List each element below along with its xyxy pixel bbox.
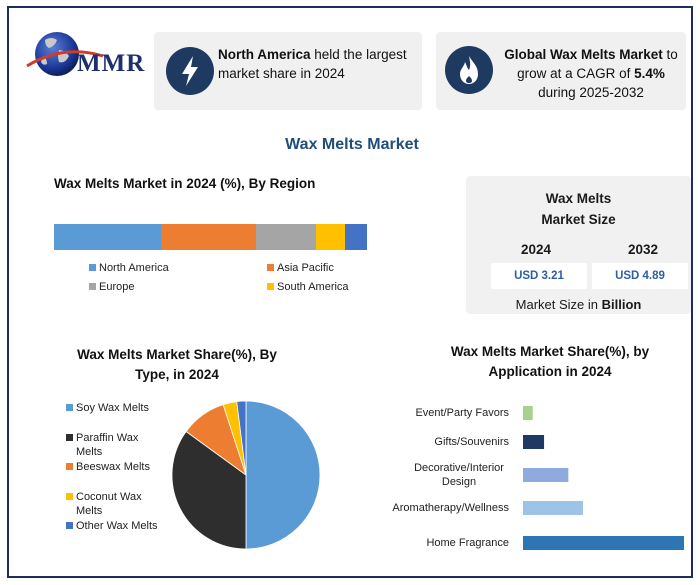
value-2032: USD 4.89 [592, 263, 688, 289]
region-legend-item: Europe [89, 280, 134, 294]
year-2032-label: 2032 [628, 242, 659, 257]
application-tick-label: Home Fragrance [426, 537, 509, 549]
card-cagr-rest: to grow at a CAGR of [517, 47, 678, 81]
region-swatch [89, 264, 96, 271]
main-title: Wax Melts Market [285, 136, 419, 153]
application-bar-home-fragrance [523, 536, 684, 550]
type-legend-item: Coconut Wax Melts [66, 490, 151, 518]
region-stacked-bar [54, 224, 367, 250]
highlight-card-cagr: Global Wax Melts Market to grow at a CAG… [436, 32, 686, 110]
application-chart-title: Wax Melts Market Share(%), by Applicatio… [450, 344, 650, 379]
pie-slice-soy-wax-melts [245, 400, 321, 550]
value-2024: USD 3.21 [491, 263, 587, 289]
type-legend-label: Soy Wax Melts [76, 402, 149, 414]
region-legend-label: Europe [99, 281, 135, 293]
type-legend-label: Other Wax Melts [76, 520, 158, 532]
year-2024-label: 2024 [521, 242, 552, 257]
region-legend-label: South America [277, 281, 349, 293]
region-bar-segment-asia-pacific [161, 224, 257, 250]
type-legend-item: Beeswax Melts [66, 460, 166, 474]
card-cagr-rate: 5.4% [634, 66, 665, 81]
region-chart-title: Wax Melts Market in 2024 (%), By Region [54, 176, 316, 191]
application-tick-label: Gifts/Souvenirs [434, 436, 509, 448]
market-size-title-line1: Wax Melts [545, 191, 612, 206]
region-legend-item: South America [267, 280, 349, 294]
card-cagr-bold: Global Wax Melts Market [504, 47, 663, 62]
region-swatch [267, 264, 274, 271]
region-legend-item: Asia Pacific [267, 261, 334, 275]
type-swatch [66, 522, 73, 529]
type-swatch [66, 463, 73, 470]
region-bar-segment-other [344, 224, 367, 250]
market-size-title: Wax Melts Market Size [466, 188, 691, 230]
region-bar-segment-south-america [316, 224, 345, 250]
card-region-text: North America held the largest market sh… [218, 45, 418, 83]
region-legend-item: North America [89, 261, 169, 275]
type-legend-label: Paraffin Wax Melts [76, 432, 139, 458]
region-bar-segment-north-america [54, 224, 162, 250]
logo-text: MMR [77, 50, 146, 77]
card-region-rest: held the largest market share in 2024 [218, 47, 407, 81]
card-cagr-period: during 2025-2032 [538, 85, 644, 100]
application-bar-gifts-souvenirs [523, 435, 545, 449]
application-bar-event-party-favors [523, 406, 533, 420]
lightning-icon [166, 47, 214, 95]
application-bar-aromatherapy-wellness [523, 501, 583, 515]
market-size-footer-text: Market Size in [515, 297, 602, 312]
application-bar-chart [523, 406, 684, 550]
pie-slice-other-wax-melts [236, 400, 247, 476]
type-legend-label: Coconut Wax Melts [76, 491, 142, 517]
region-bar-segment-europe [256, 224, 317, 250]
market-size-footer-unit: Billion [601, 297, 642, 312]
application-tick-label: Decorative/Interior Design [414, 462, 504, 488]
market-size-title-line2: Market Size [541, 212, 616, 227]
application-tick-label: Event/Party Favors [415, 407, 509, 419]
application-tick-label: Aromatherapy/Wellness [392, 502, 509, 514]
infographic-frame: MMR North America held the largest marke… [7, 6, 693, 578]
type-legend-item: Other Wax Melts [66, 519, 176, 533]
card-region-bold: North America [218, 47, 311, 62]
card-cagr-text: Global Wax Melts Market to grow at a CAG… [500, 45, 682, 102]
region-swatch [267, 283, 274, 290]
globe-logo-icon [26, 32, 104, 76]
type-legend-label: Beeswax Melts [76, 461, 150, 473]
pie-slice-paraffin-wax-melts [171, 430, 247, 550]
type-swatch [66, 434, 73, 441]
market-size-box: Wax Melts Market Size 2024 2032 USD 3.21… [466, 176, 691, 314]
application-bar-decorative-interior-design [523, 468, 569, 482]
type-chart-title: Wax Melts Market Share(%), By Type, in 2… [77, 347, 277, 382]
type-legend-item: Soy Wax Melts [66, 401, 166, 415]
flame-icon [445, 46, 493, 94]
region-swatch [89, 283, 96, 290]
highlight-card-region: North America held the largest market sh… [154, 32, 422, 110]
region-legend-label: Asia Pacific [277, 262, 334, 274]
region-legend-label: North America [99, 262, 169, 274]
type-swatch [66, 404, 73, 411]
type-pie-chart [171, 400, 321, 550]
market-size-footer: Market Size in Billion [466, 297, 691, 312]
type-legend-item: Paraffin Wax Melts [66, 431, 151, 459]
type-swatch [66, 493, 73, 500]
